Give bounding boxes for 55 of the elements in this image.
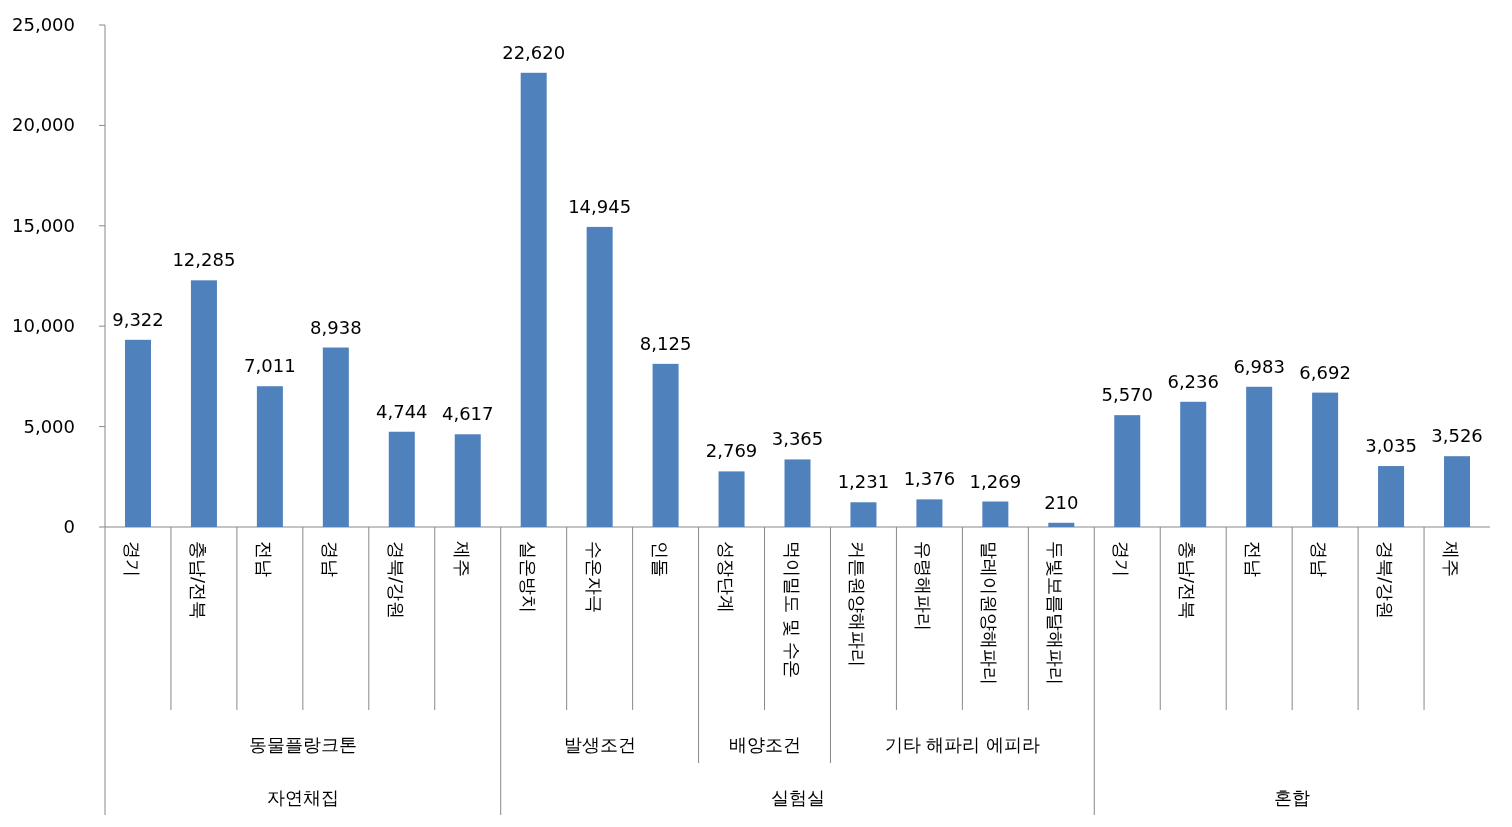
x-tick-label: 전남 xyxy=(1243,541,1265,577)
data-label: 1,231 xyxy=(837,471,890,493)
y-tick-label: 0 xyxy=(63,516,75,537)
x-tick-label: 충남/전북 xyxy=(1177,541,1199,620)
data-label: 1,376 xyxy=(903,468,956,490)
data-label: 5,570 xyxy=(1101,384,1154,406)
x-tick-label: 제주 xyxy=(451,541,473,577)
x-tick-label: 경북/강원 xyxy=(385,541,407,620)
text: 혼합 xyxy=(1274,787,1311,808)
x-tick-label: 커튼원양해파리 xyxy=(847,541,869,667)
text: 자연채집 xyxy=(266,787,339,808)
data-label: 4,617 xyxy=(441,403,494,425)
y-tick-label: 20,000 xyxy=(12,114,75,136)
text: 동물플랑크톤 xyxy=(248,734,357,755)
x-tick-label: 전남 xyxy=(253,541,275,577)
x-tick-label: 먹이밀도 및 수온 xyxy=(781,541,803,679)
text: 기타 해파리 에피라 xyxy=(884,734,1041,755)
data-label: 6,983 xyxy=(1233,355,1285,377)
y-tick-label: 15,000 xyxy=(12,214,75,236)
data-label: 210 xyxy=(1044,491,1079,513)
x-tick-label: 실온방치 xyxy=(517,541,539,613)
y-tick-label: 5,000 xyxy=(23,415,75,437)
data-label: 2,769 xyxy=(705,440,758,462)
data-label: 3,526 xyxy=(1431,425,1483,447)
y-tick-label: 25,000 xyxy=(12,14,75,35)
x-tick-label: 경북/강원 xyxy=(1375,541,1397,620)
x-tick-label: 경남 xyxy=(319,541,341,577)
text: 배양조건 xyxy=(728,734,801,755)
data-label: 14,945 xyxy=(568,195,632,217)
x-tick-label: 경기 xyxy=(121,541,143,577)
x-tick-label: 성장단계 xyxy=(715,541,737,613)
data-label: 6,236 xyxy=(1167,370,1219,392)
data-label: 9,322 xyxy=(112,308,164,330)
x-tick-label: 경기 xyxy=(1111,541,1133,577)
data-label: 6,692 xyxy=(1299,361,1351,383)
text: 발생조건 xyxy=(563,734,636,755)
x-tick-label: 인돌 xyxy=(649,541,671,577)
x-tick-label: 유령해파리 xyxy=(913,541,935,631)
data-label: 8,125 xyxy=(639,332,692,354)
data-label: 4,744 xyxy=(376,400,428,422)
data-label: 8,938 xyxy=(310,316,362,338)
x-tick-label: 경남 xyxy=(1309,541,1331,577)
data-label: 12,285 xyxy=(172,249,236,271)
x-tick-label: 수온자극 xyxy=(583,541,605,613)
data-label: 7,011 xyxy=(244,355,296,377)
data-label: 3,035 xyxy=(1365,435,1417,457)
data-label: 22,620 xyxy=(502,41,566,63)
data-label: 1,269 xyxy=(969,470,1022,492)
text: 실험실 xyxy=(770,787,825,808)
x-tick-label: 두빛보름달해파리 xyxy=(1045,541,1067,685)
x-tick-label: 말레이원양해파리 xyxy=(979,541,1001,685)
x-tick-label: 제주 xyxy=(1441,541,1463,577)
data-label: 3,365 xyxy=(771,428,824,450)
x-tick-label: 충남/전북 xyxy=(187,541,209,620)
y-tick-label: 10,000 xyxy=(12,315,75,337)
